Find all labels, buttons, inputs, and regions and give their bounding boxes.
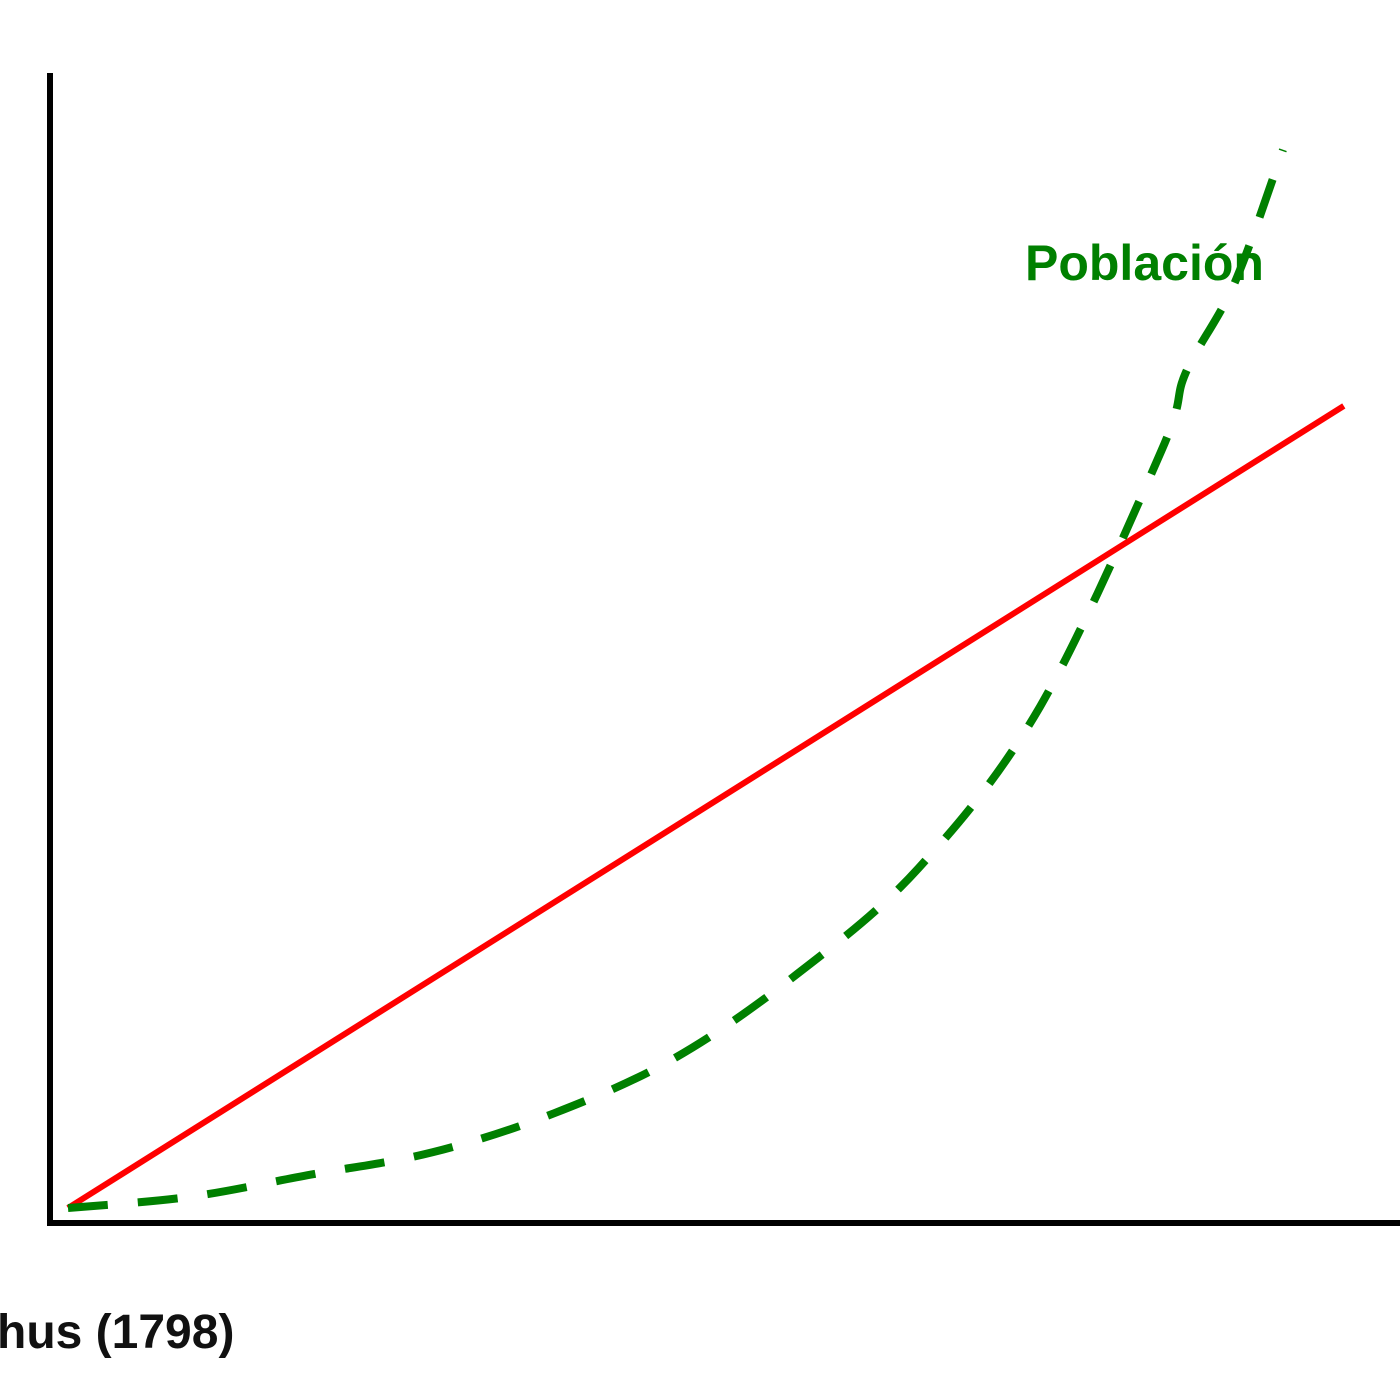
- chart-caption: hus (1798): [0, 1306, 234, 1359]
- axes: [47, 73, 1400, 1226]
- population-series-line: [67, 148, 1287, 1212]
- resources-series-line: [66, 403, 1346, 1211]
- series-layer: [66, 148, 1346, 1212]
- population-series-label: Población: [1025, 235, 1264, 291]
